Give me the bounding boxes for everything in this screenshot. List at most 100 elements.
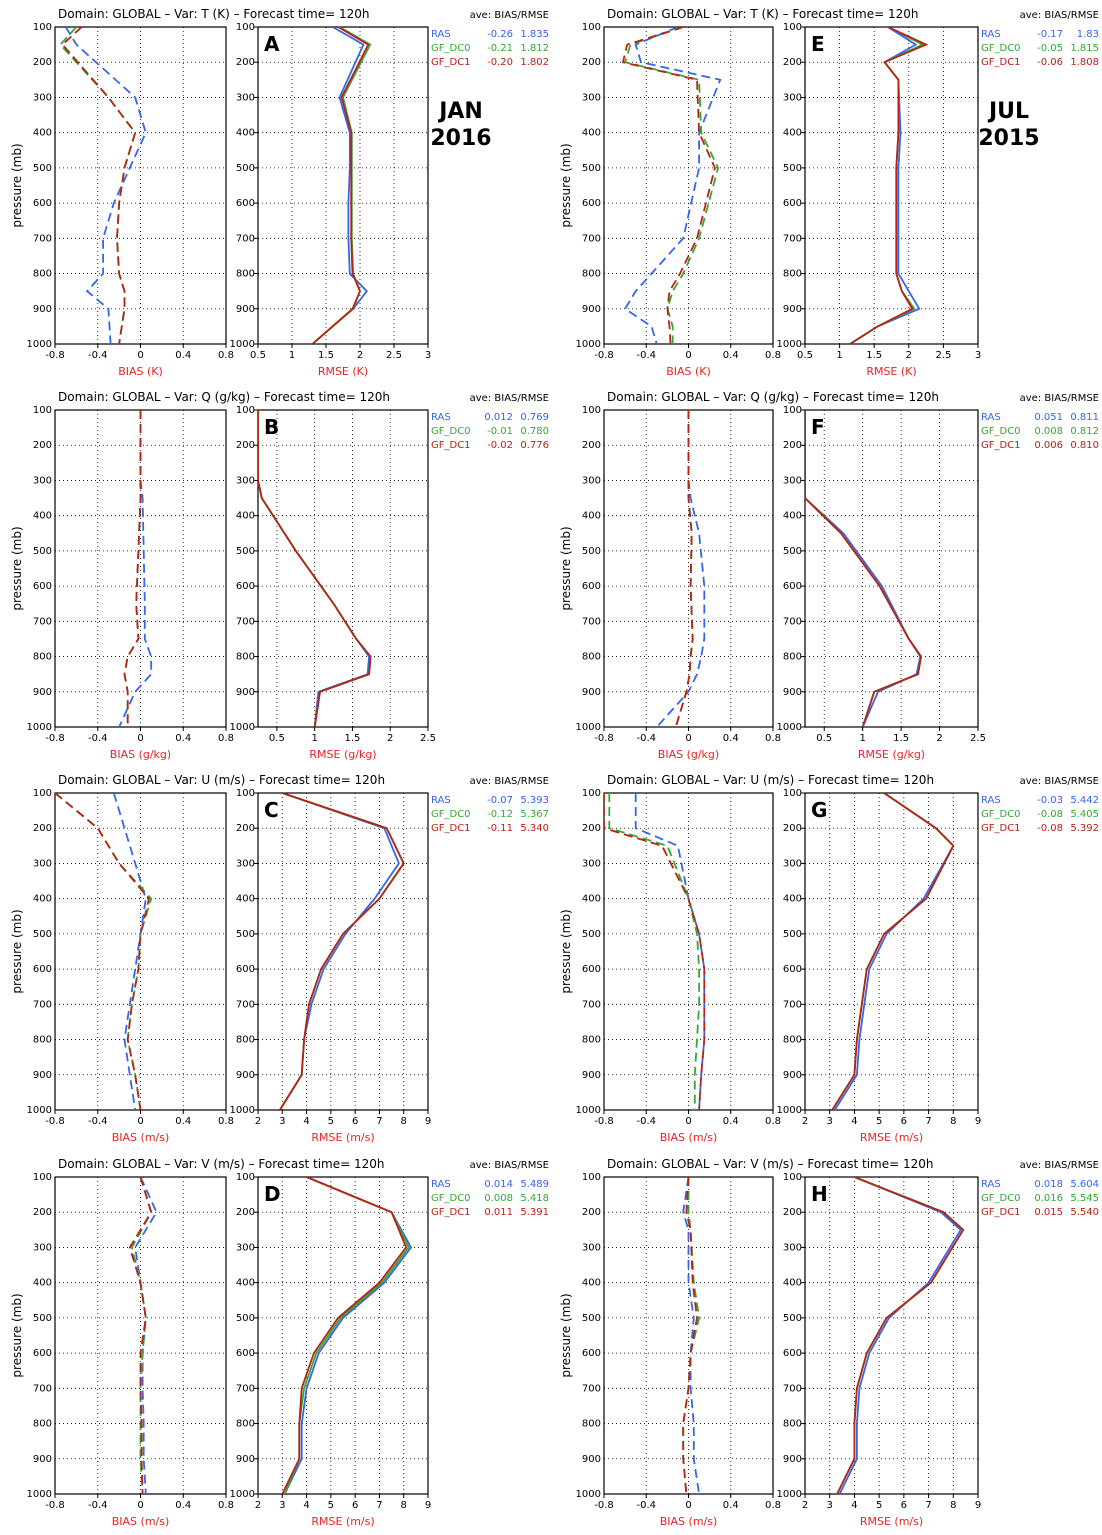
- x-tick-label: 1: [859, 733, 865, 744]
- panel-letter: G: [811, 798, 827, 822]
- y-tick-label: 100: [582, 788, 601, 799]
- x-tick-label: 0.4: [723, 1500, 739, 1511]
- y-tick-label: 900: [33, 1070, 52, 1081]
- panel-title: Domain: GLOBAL – Var: Q (g/kg) – Forecas…: [607, 390, 939, 404]
- rmse-y-tick-label: 100: [783, 1172, 802, 1183]
- bias-subplot: -0.8 -0.4 0 0.4 0.8 BIAS (m/s): [45, 1176, 234, 1528]
- legend-bias-value: -0.05: [1037, 43, 1063, 54]
- x-tick-label: 0.8: [765, 350, 781, 361]
- bias-plot-frame: [603, 792, 774, 1111]
- bias-x-axis-label: BIAS (K): [666, 365, 711, 378]
- x-tick-label: -0.4: [636, 1116, 656, 1127]
- y-tick-label: 600: [582, 964, 601, 975]
- legend-header: ave: BIAS/RMSE: [470, 776, 549, 787]
- legend-bias-value: 0.008: [484, 1193, 513, 1204]
- bias-x-axis-label: BIAS (g/kg): [658, 748, 719, 761]
- rmse-y-tick-label: 300: [236, 858, 255, 869]
- rmse-x-axis-label: RMSE (K): [318, 365, 368, 378]
- y-tick-label: 300: [582, 858, 601, 869]
- x-tick-label: 0: [137, 350, 143, 361]
- panel-title: Domain: GLOBAL – Var: T (K) – Forecast t…: [607, 7, 918, 21]
- rmse-y-tick-label: 800: [236, 652, 255, 663]
- y-tick-label: 200: [582, 823, 601, 834]
- x-tick-label: 7: [925, 1500, 931, 1511]
- legend-bias-value: -0.08: [1037, 809, 1063, 820]
- bias-x-axis-label: BIAS (m/s): [660, 1515, 718, 1528]
- period-label-line: 2015: [978, 126, 1039, 151]
- legend-rmse-value: 0.811: [1070, 412, 1099, 423]
- y-tick-label: 100: [582, 405, 601, 416]
- rmse-y-tick-label: 300: [783, 475, 802, 486]
- y-tick-label: 100: [33, 1172, 52, 1183]
- y-tick-label: 900: [33, 687, 52, 698]
- series-line-gf-dc1: [55, 793, 150, 1110]
- y-tick-label: 300: [33, 92, 52, 103]
- panel-A: Domain: GLOBAL – Var: T (K) – Forecast t…: [10, 7, 549, 378]
- y-axis-label: pressure (mb): [10, 1293, 24, 1377]
- panel-letter: H: [811, 1182, 828, 1206]
- y-tick-label: 1000: [576, 339, 601, 350]
- rmse-subplot: 0.5 1 1.5 2 2.5 RMSE (g/kg): [257, 409, 436, 761]
- series-line-ras: [833, 793, 955, 1110]
- rmse-y-tick-label: 600: [236, 1348, 255, 1359]
- x-tick-label: -0.8: [45, 733, 65, 744]
- legend-rmse-value: 5.545: [1070, 1193, 1099, 1204]
- rmse-plot-frame: [257, 1176, 429, 1495]
- bias-x-axis-label: BIAS (m/s): [112, 1515, 170, 1528]
- rmse-y-tick-label: 500: [236, 1313, 255, 1324]
- rmse-y-tick-label: 600: [783, 964, 802, 975]
- x-tick-label: 4: [303, 1500, 309, 1511]
- rmse-subplot: 2 3 4 5 6 7 8 9 RMSE (m/s): [255, 792, 431, 1144]
- legend-header: ave: BIAS/RMSE: [470, 393, 549, 404]
- rmse-y-tick-label: 100: [236, 1172, 255, 1183]
- rmse-x-axis-label: RMSE (g/kg): [309, 748, 376, 761]
- legend-series-name: RAS: [981, 412, 1001, 423]
- y-tick-label: 900: [582, 687, 601, 698]
- rmse-y-tick-label: 400: [236, 1278, 255, 1289]
- legend-rmse-value: 1.815: [1070, 43, 1099, 54]
- panel-title: Domain: GLOBAL – Var: V (m/s) – Forecast…: [607, 1157, 933, 1171]
- x-tick-label: 0: [137, 733, 143, 744]
- rmse-y-tick-label: 400: [783, 894, 802, 905]
- rmse-y-tick-label: 200: [783, 1207, 802, 1218]
- x-tick-label: 2: [255, 1116, 261, 1127]
- legend-bias-value: -0.11: [487, 823, 513, 834]
- legend-rmse-value: 5.540: [1070, 1207, 1099, 1218]
- series-line-ras: [311, 27, 368, 344]
- x-tick-label: 0.4: [175, 350, 191, 361]
- y-tick-label: 200: [582, 1207, 601, 1218]
- legend-series-name: GF_DC0: [981, 426, 1021, 437]
- legend-series-name: RAS: [981, 795, 1001, 806]
- x-tick-label: -0.8: [45, 1500, 65, 1511]
- y-tick-label: 500: [33, 1313, 52, 1324]
- series-line-ras: [283, 1177, 413, 1494]
- x-tick-label: 0: [685, 350, 691, 361]
- rmse-y-tick-label: 400: [236, 894, 255, 905]
- bias-x-axis-label: BIAS (m/s): [112, 1131, 170, 1144]
- y-tick-label: 500: [582, 1313, 601, 1324]
- y-axis-label: pressure (mb): [559, 909, 573, 993]
- rmse-y-tick-label: 600: [783, 198, 802, 209]
- y-tick-label: 400: [582, 1278, 601, 1289]
- x-tick-label: 3: [827, 1500, 833, 1511]
- rmse-y-tick-label: 900: [236, 1070, 255, 1081]
- series-line-gf-dc0: [59, 27, 137, 344]
- legend-bias-value: 0.011: [484, 1207, 513, 1218]
- rmse-y-tick-label: 400: [783, 1278, 802, 1289]
- y-axis-label: pressure (mb): [559, 143, 573, 227]
- y-tick-label: 100: [33, 22, 52, 33]
- x-tick-label: 1.5: [318, 350, 334, 361]
- rmse-y-tick-label: 600: [236, 198, 255, 209]
- legend-rmse-value: 0.812: [1070, 426, 1099, 437]
- rmse-y-tick-label: 700: [236, 233, 255, 244]
- legend-bias-value: -0.20: [487, 57, 513, 68]
- rmse-y-tick-label: 900: [783, 304, 802, 315]
- x-tick-label: 0.5: [269, 733, 285, 744]
- y-tick-label: 400: [33, 511, 52, 522]
- rmse-y-tick-label: 1000: [230, 1105, 255, 1116]
- series-line-gf-dc0: [682, 1177, 701, 1494]
- y-tick-label: 1000: [576, 1489, 601, 1500]
- rmse-y-tick-label: 600: [783, 581, 802, 592]
- y-tick-label: 600: [582, 581, 601, 592]
- y-tick-label: 700: [582, 1383, 601, 1394]
